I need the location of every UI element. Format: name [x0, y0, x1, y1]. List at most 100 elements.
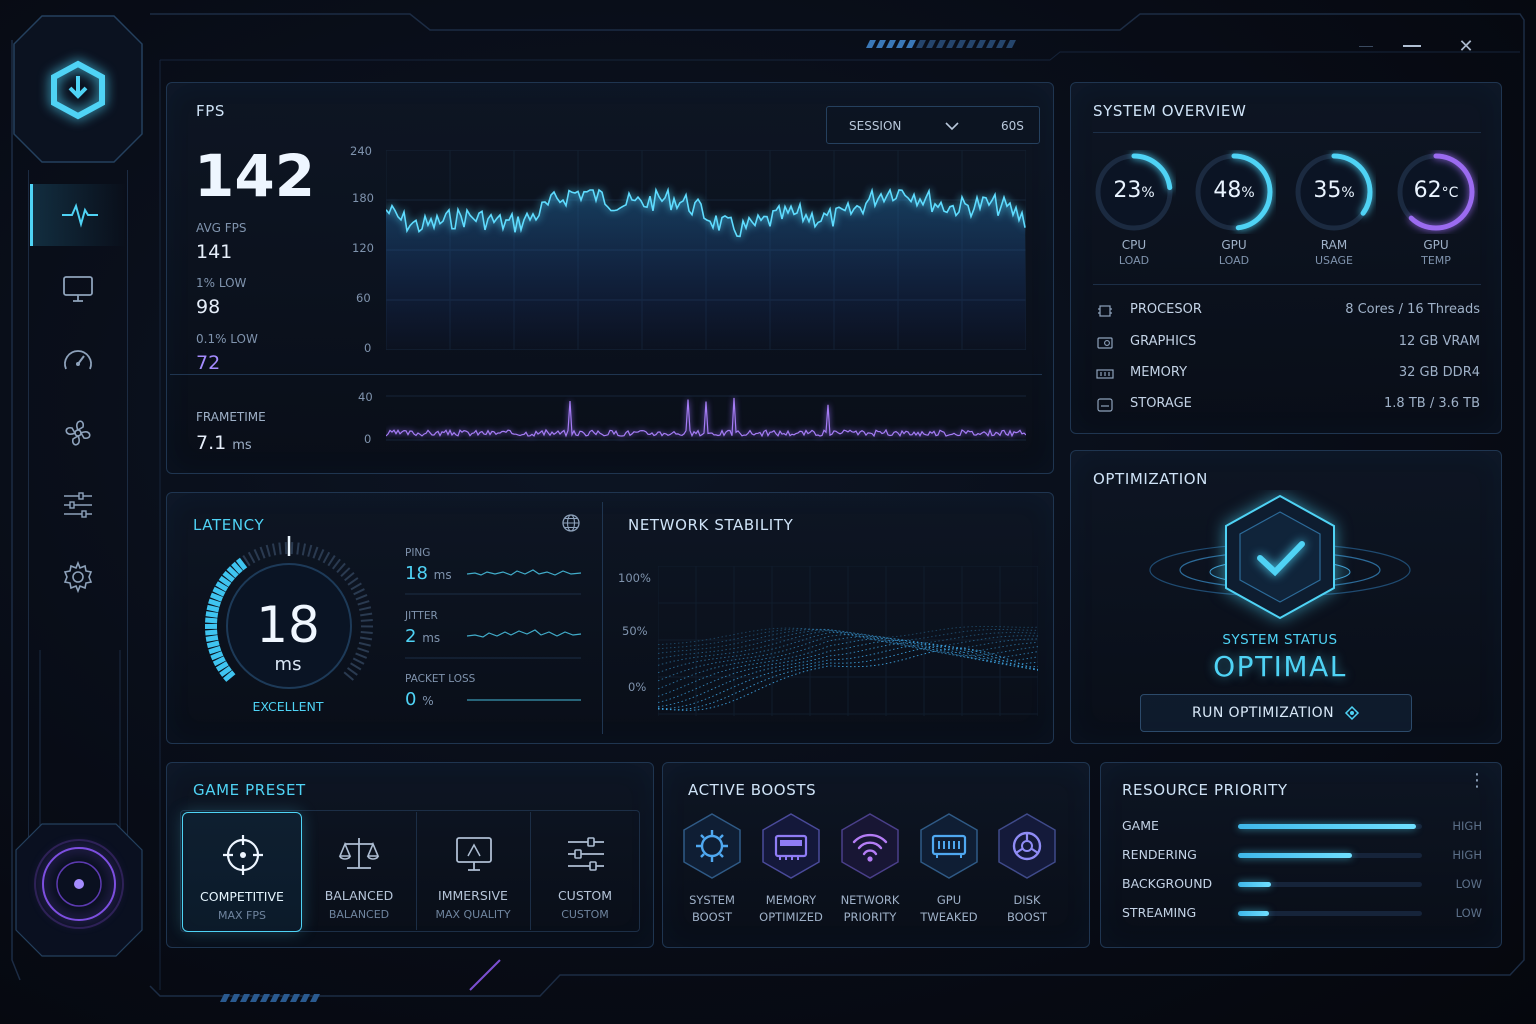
nav-speed[interactable] [30, 330, 126, 392]
minimize-icon [1403, 45, 1421, 47]
gauge-tick [322, 551, 331, 564]
latency-quality: EXCELLENT [252, 699, 324, 714]
disk-icon [998, 813, 1056, 879]
gauge-label: CPU LOAD [1118, 238, 1150, 267]
memory-module-icon [1096, 369, 1114, 379]
fps-area [386, 190, 1026, 350]
preset-name: COMPETITIVE [200, 889, 284, 904]
gauge-tick [271, 543, 277, 556]
preset-custom[interactable]: CUSTOM CUSTOM [530, 812, 640, 932]
frametime-line [386, 397, 1026, 438]
priority-row-rendering: RENDERING HIGH [1122, 847, 1482, 865]
avg-fps-value: 141 [196, 241, 233, 263]
jitter-unit: ms [422, 631, 441, 645]
nav-performance[interactable] [30, 184, 126, 246]
gauge-arc [1397, 153, 1475, 231]
priority-name: GAME [1122, 818, 1159, 833]
ping-unit: ms [433, 568, 452, 582]
app-logo[interactable] [12, 14, 144, 164]
boost-label: NETWORK [840, 893, 900, 907]
restore-button[interactable] [1352, 34, 1380, 58]
latency-unit: ms [274, 654, 302, 675]
net-y-tick: 0% [628, 680, 647, 694]
graphics-card-icon [1097, 337, 1113, 349]
low01-label: 0.1% LOW [196, 332, 258, 346]
preset-competitive[interactable]: COMPETITIVE MAX FPS [182, 812, 302, 932]
nav-settings[interactable] [30, 546, 126, 608]
latency-value: 18 [256, 596, 320, 654]
gauge-tick [219, 665, 232, 677]
gauge-tick [222, 570, 235, 583]
preset-balanced[interactable]: BALANCED BALANCED [302, 812, 416, 932]
y-tick: 0 [364, 341, 372, 355]
boost-sublabel: BOOST [1006, 910, 1048, 924]
sliders-icon [64, 492, 92, 518]
boost-label: GPU [936, 893, 962, 907]
fps-title: FPS [196, 102, 225, 120]
range-select[interactable]: SESSION 60S [826, 106, 1040, 144]
gauge-tick [205, 617, 218, 624]
immersive-display-icon [456, 837, 492, 871]
gauge-tick [357, 647, 370, 653]
gauge-tick [327, 555, 336, 567]
nav-cooling[interactable] [30, 402, 126, 464]
active-boosts-title: ACTIVE BOOSTS [688, 781, 817, 799]
gauge-gpu-temp: 62°C GPU TEMP [1394, 150, 1478, 267]
resource-priority-title: RESOURCE PRIORITY [1122, 781, 1288, 799]
surface-line [658, 631, 1038, 674]
gauge-core [226, 563, 352, 689]
run-optimization-button[interactable]: RUN OPTIMIZATION [1140, 694, 1412, 732]
surface-line [658, 639, 1038, 703]
priority-track[interactable] [1238, 911, 1422, 916]
gauge-tick [208, 598, 221, 607]
close-button[interactable]: ✕ [1452, 34, 1480, 58]
divider [1093, 132, 1481, 133]
y-tick: 240 [350, 144, 372, 158]
game-preset-title: GAME PRESET [193, 781, 306, 799]
surface-line [658, 637, 1038, 697]
nav-tuning[interactable] [30, 474, 126, 536]
preset-immersive[interactable]: IMMERSIVE MAX QUALITY [416, 812, 530, 932]
range-select-value: SESSION [849, 119, 902, 133]
nav-display[interactable] [30, 258, 126, 320]
preset-sub: MAX FPS [218, 909, 266, 922]
ping-label: PING [405, 547, 431, 559]
minimize-button[interactable] [1398, 34, 1426, 58]
jitter-label: JITTER [405, 610, 438, 622]
gauge-tick [206, 604, 220, 613]
spec-value: 12 GB VRAM [1398, 334, 1480, 349]
gauge-tick [210, 651, 224, 661]
more-options-icon[interactable]: ⋮ [1468, 770, 1486, 791]
radar-emblem [15, 823, 143, 957]
divider [1093, 284, 1481, 285]
priority-track[interactable] [1238, 824, 1422, 829]
priority-fill [1238, 911, 1270, 916]
chevron-down-icon [945, 122, 959, 131]
priority-level: LOW [1455, 906, 1482, 920]
boost-sublabel: OPTIMIZED [759, 910, 823, 924]
gauge-tick [355, 594, 368, 601]
fps-line [386, 186, 1026, 238]
boost-label: SYSTEM [689, 893, 735, 907]
priority-track[interactable] [1238, 882, 1422, 887]
gauge-tick [212, 656, 226, 667]
spec-name: MEMORY [1130, 365, 1188, 380]
priority-name: STREAMING [1122, 905, 1197, 920]
jitter-value: 2 ms [405, 626, 440, 647]
surface-line [658, 633, 1038, 682]
globe-icon[interactable] [561, 513, 581, 533]
gauge-arc [1095, 153, 1173, 231]
gauge-tick [347, 577, 359, 586]
ping-value: 18 ms [405, 563, 452, 584]
surface-line [658, 635, 1038, 690]
gauge-tick [350, 582, 362, 591]
gauge-tick [265, 544, 271, 557]
crosshair-icon [223, 835, 263, 875]
net-y-tick: 50% [622, 624, 648, 638]
gauge-tick [231, 561, 243, 575]
gauge-tick [212, 586, 226, 597]
priority-track[interactable] [1238, 853, 1422, 858]
network-stability-title: NETWORK STABILITY [628, 516, 794, 534]
packet-loss-label: PACKET LOSS [405, 673, 476, 685]
sidebar [28, 170, 128, 940]
